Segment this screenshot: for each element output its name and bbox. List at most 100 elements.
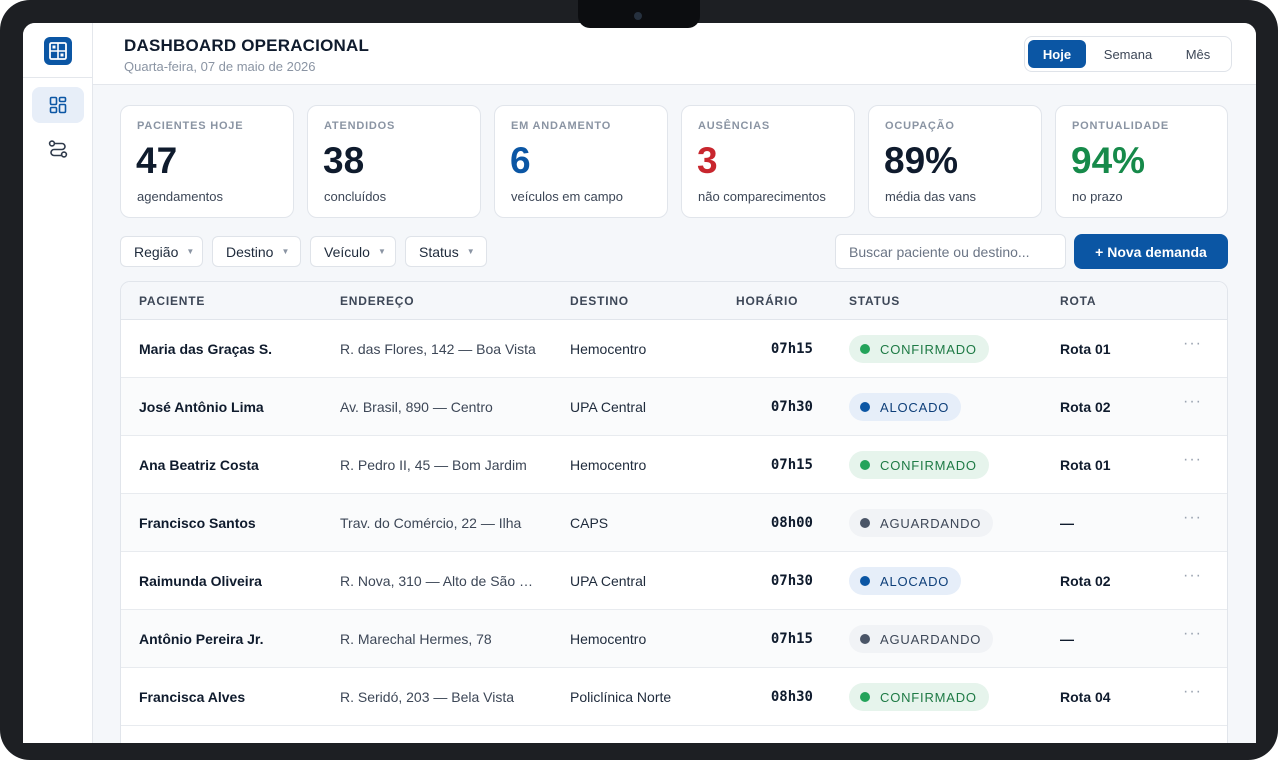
status-badge: ALOCADO [849, 393, 962, 421]
kpi-card-ocupacao: OCUPAÇÃO 89% média das vans [868, 105, 1042, 218]
dashboard-grid-icon [49, 96, 67, 114]
cell-destino: CAPS [570, 515, 609, 531]
cell-paciente: Francisca Alves [139, 689, 246, 705]
period-today-button[interactable]: Hoje [1028, 40, 1086, 68]
column-header-destino[interactable]: DESTINO [570, 294, 629, 308]
camera-notch [578, 0, 700, 28]
cell-destino: Hemocentro [570, 631, 647, 647]
filter-veiculo-dropdown[interactable]: Veículo ▼ [310, 236, 396, 267]
kpi-label: ATENDIDOS [324, 120, 396, 132]
cell-endereco: Av. Brasil, 890 — Centro [340, 399, 493, 415]
cell-rota: — [1060, 631, 1074, 647]
status-dot-icon [860, 634, 870, 644]
more-horizontal-icon[interactable]: ··· [1183, 335, 1202, 352]
status-badge: CONFIRMADO [849, 335, 989, 363]
new-demand-button[interactable]: + Nova demanda [1074, 234, 1228, 269]
status-label: CONFIRMADO [880, 457, 977, 473]
column-header-rota[interactable]: ROTA [1060, 294, 1097, 308]
cell-horario: 08h30 [770, 689, 813, 705]
more-horizontal-icon[interactable]: ··· [1183, 509, 1202, 526]
cell-horario: 07h15 [770, 631, 813, 647]
status-dot-icon [860, 344, 870, 354]
app-logo[interactable] [44, 37, 72, 65]
cell-endereco: R. das Flores, 142 — Boa Vista [340, 341, 536, 357]
kpi-subtitle: média das vans [885, 189, 977, 204]
cell-paciente: Raimunda Oliveira [139, 573, 262, 589]
kpi-subtitle: no prazo [1072, 189, 1123, 204]
status-dot-icon [860, 576, 870, 586]
kpi-label: AUSÊNCIAS [698, 120, 770, 132]
period-month-button[interactable]: Mês [1185, 46, 1211, 62]
caret-down-icon: ▼ [377, 247, 386, 256]
status-dot-icon [860, 460, 870, 470]
kpi-card-pacientes: PACIENTES HOJE 47 agendamentos [120, 105, 294, 218]
cell-rota: Rota 01 [1060, 341, 1111, 357]
kpi-value: 89% [884, 140, 959, 181]
cell-paciente: Antônio Pereira Jr. [139, 631, 264, 647]
status-badge: ALOCADO [849, 567, 962, 595]
status-badge: AGUARDANDO [849, 625, 994, 653]
cell-rota: Rota 01 [1060, 457, 1111, 473]
status-badge: AGUARDANDO [849, 509, 994, 537]
cell-endereco: R. Seridó, 203 — Bela Vista [340, 689, 515, 705]
logo-grid-icon [49, 42, 67, 60]
table-row[interactable]: Antônio Pereira Jr. R. Marechal Hermes, … [121, 610, 1227, 668]
filter-destino-dropdown[interactable]: Destino ▼ [212, 236, 301, 267]
more-horizontal-icon[interactable]: ··· [1183, 567, 1202, 584]
cell-endereco: Trav. do Comércio, 22 — Ilha [340, 515, 522, 531]
table-row[interactable]: Francisco Santos Trav. do Comércio, 22 —… [121, 494, 1227, 552]
table-row[interactable]: Francisca Alves R. Seridó, 203 — Bela Vi… [121, 668, 1227, 726]
more-horizontal-icon[interactable]: ··· [1183, 625, 1202, 642]
table-row[interactable]: Ana Beatriz Costa R. Pedro II, 45 — Bom … [121, 436, 1227, 494]
status-label: ALOCADO [880, 573, 950, 589]
more-horizontal-icon[interactable]: ··· [1183, 393, 1202, 410]
filter-label: Região [134, 243, 179, 260]
cell-paciente: Francisco Santos [139, 515, 256, 531]
status-label: AGUARDANDO [880, 631, 982, 647]
sidebar-item-dashboard[interactable] [32, 87, 84, 123]
column-header-endereco[interactable]: ENDEREÇO [340, 294, 415, 308]
column-header-paciente[interactable]: PACIENTE [139, 294, 206, 308]
cell-paciente: Ana Beatriz Costa [139, 457, 259, 473]
cell-rota: — [1060, 515, 1074, 531]
table-header: PACIENTE ENDEREÇO DESTINO HORÁRIO STATUS… [121, 282, 1227, 320]
cell-horario: 07h30 [770, 399, 813, 415]
status-dot-icon [860, 518, 870, 528]
kpi-label: EM ANDAMENTO [511, 120, 612, 132]
page-title: DASHBOARD OPERACIONAL [124, 36, 370, 55]
kpi-value: 47 [136, 140, 178, 181]
kpi-value: 94% [1071, 140, 1146, 181]
filter-status-dropdown[interactable]: Status ▼ [405, 236, 487, 267]
cell-destino: UPA Central [570, 573, 646, 589]
sidebar-item-routes[interactable] [32, 131, 84, 167]
status-badge: CONFIRMADO [849, 683, 989, 711]
cell-rota: Rota 02 [1060, 573, 1111, 589]
status-dot-icon [860, 402, 870, 412]
search-input[interactable] [835, 234, 1066, 269]
page-date: Quarta-feira, 07 de maio de 2026 [124, 59, 316, 74]
routes-icon [48, 140, 68, 158]
filter-label: Status [419, 243, 459, 260]
more-horizontal-icon[interactable]: ··· [1183, 451, 1202, 468]
period-week-button[interactable]: Semana [1103, 46, 1153, 62]
kpi-card-em-andamento: EM ANDAMENTO 6 veículos em campo [494, 105, 668, 218]
kpi-label: PACIENTES HOJE [137, 120, 244, 132]
cell-endereco: R. Pedro II, 45 — Bom Jardim [340, 457, 527, 473]
column-header-status[interactable]: STATUS [849, 294, 901, 308]
table-row[interactable]: Raimunda Oliveira R. Nova, 310 — Alto de… [121, 552, 1227, 610]
caret-down-icon: ▼ [466, 247, 475, 256]
more-horizontal-icon[interactable]: ··· [1183, 683, 1202, 700]
cell-destino: Hemocentro [570, 457, 647, 473]
column-header-horario[interactable]: HORÁRIO [736, 294, 799, 308]
kpi-card-atendidos: ATENDIDOS 38 concluídos [307, 105, 481, 218]
caret-down-icon: ▼ [281, 247, 290, 256]
kpi-subtitle: agendamentos [137, 189, 224, 204]
table-row[interactable]: Maria das Graças S. R. das Flores, 142 —… [121, 320, 1227, 378]
kpi-value: 6 [510, 140, 531, 181]
period-selector: Hoje Semana Mês [1024, 36, 1232, 72]
kpi-subtitle: não comparecimentos [698, 189, 826, 204]
cell-destino: Hemocentro [570, 341, 647, 357]
cell-endereco: R. Nova, 310 — Alto de São Francisco [340, 573, 536, 589]
filter-regiao-dropdown[interactable]: Região ▼ [120, 236, 203, 267]
table-row[interactable]: José Antônio Lima Av. Brasil, 890 — Cent… [121, 378, 1227, 436]
